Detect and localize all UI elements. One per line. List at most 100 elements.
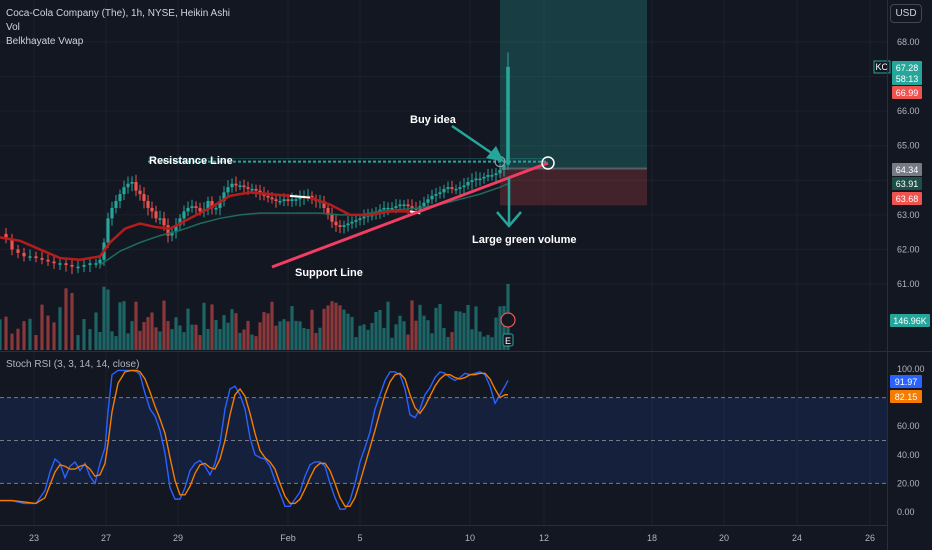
candle-body [166,225,170,236]
price-tag [892,86,922,99]
volume-bar [10,333,14,350]
time-axis[interactable]: 23 27 29 Feb 5 10 12 18 20 24 26 [29,533,875,543]
volume-bar [230,309,234,350]
candle-body [230,183,234,188]
candle-body [58,263,62,265]
volume-bar [262,312,266,350]
symbol-tag [873,60,891,74]
volume-bar [282,319,286,350]
candle-body [226,187,230,193]
candle-body [406,204,410,207]
volume-bar [466,304,470,350]
grid [0,0,887,525]
volume-bar [94,312,98,350]
stoch-rsi-pane [0,369,887,510]
volume-bar [278,321,282,350]
volume-bar [16,328,20,350]
candle-body [28,256,32,258]
candle-body [442,188,446,193]
volume-bar [346,313,350,350]
volume-bar [58,307,62,350]
candle-body [94,263,98,265]
candle-body [130,182,134,184]
candle-body [182,211,186,219]
long-position-tool[interactable] [500,0,647,206]
candle-body [482,176,486,179]
volume-bar [482,336,486,350]
time-axis-label: 20 [719,533,729,543]
drawings[interactable]: Resistance Line Support Line Buy idea Large… [148,114,577,347]
volume-bar [174,317,178,350]
candle-body [242,185,246,188]
volume-legend[interactable]: Vol [6,22,20,33]
volume-bar [122,301,126,350]
volume-bar [166,321,170,350]
volume-bar [334,302,338,350]
candle-body [326,207,330,215]
candle-body [266,195,270,198]
volume-bar [190,324,194,350]
vwap-legend[interactable]: Belkhayate Vwap [6,36,84,47]
loss-zone [500,168,647,206]
candle-body [22,252,26,257]
candle-body [222,192,226,202]
volume-bar [486,334,490,350]
candle-body [322,201,326,208]
candle-body [270,197,274,200]
time-axis-label: 12 [539,533,549,543]
candle-body [342,225,346,227]
candle-body [198,207,202,212]
volume-bar [274,325,278,350]
volume-bar [222,315,226,350]
candle-body [454,188,458,191]
candle-body [170,232,174,236]
candle-body [490,175,494,177]
candle-body [434,194,438,196]
volume-bar [182,332,186,350]
candle-body [426,199,430,203]
candle-body [398,204,402,207]
candle-body [294,199,298,201]
currency-button[interactable]: USD [890,4,922,23]
price-axis-label: 62.00 [897,244,920,254]
volume-bar [0,319,2,350]
candle-body [386,207,390,210]
candle-body [10,239,14,250]
volume-bar [178,325,182,350]
volume-bar [494,317,498,350]
stoch-rsi-legend[interactable]: Stoch RSI (3, 3, 14, 14, close) [6,359,140,370]
volume-bar [226,322,230,350]
candle-body [450,187,454,189]
drawing-handle [541,156,555,170]
candle-body [118,194,122,202]
candle-body [146,201,150,208]
time-axis-label: 10 [465,533,475,543]
volume-bar [142,322,146,350]
candle-body [16,249,20,253]
belkhayate-line [0,191,421,262]
symbol-title[interactable]: Coca-Cola Company (The), 1h, NYSE, Heiki… [6,8,230,19]
candle-body [186,207,190,212]
volume-bar [430,333,434,350]
volume-bar [290,306,294,350]
candle-body [278,201,282,203]
candle-body [174,225,178,233]
candle-body [470,180,474,183]
volume-bar [98,331,102,350]
candle-body [350,221,354,224]
volume-bar [154,327,158,350]
volume-bar [358,325,362,350]
price-axis-label: 66.00 [897,106,920,116]
volume-bar [138,330,142,350]
volume-bar [370,323,374,350]
price-tag-value: 67.28 [896,63,919,73]
volume-bar [194,324,198,350]
volume-bar [242,329,246,350]
rsi-axis-label: 60.00 [897,421,920,431]
volume-bar [88,329,92,350]
volume-bar [162,300,166,350]
volume-bar [462,312,466,350]
large-volume-label: Large green volume [472,234,577,246]
